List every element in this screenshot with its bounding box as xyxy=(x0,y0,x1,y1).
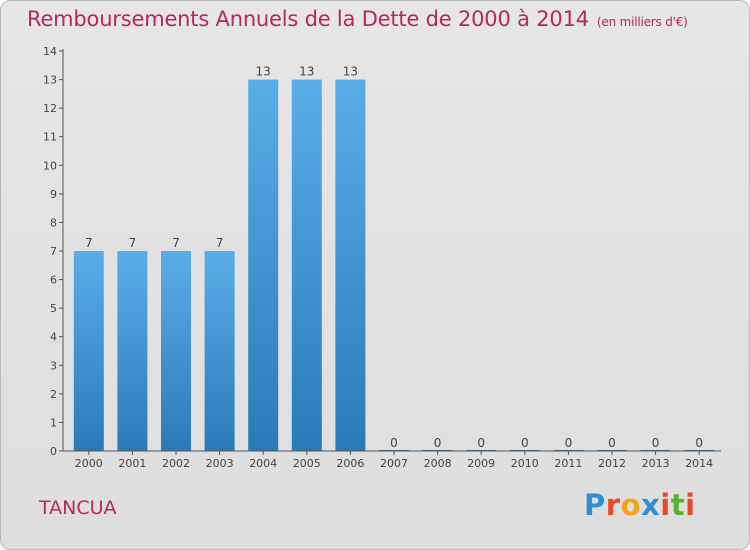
x-tick-label-2008: 2008 xyxy=(424,457,452,470)
bar-2000 xyxy=(73,251,104,451)
value-label-2002: 7 xyxy=(172,236,180,250)
x-tick-label-2004: 2004 xyxy=(249,457,277,470)
value-label-2011: 0 xyxy=(565,436,573,450)
value-label-2005: 13 xyxy=(299,65,314,79)
value-label-2001: 7 xyxy=(129,236,137,250)
value-label-2008: 0 xyxy=(434,436,442,450)
bar-2004 xyxy=(248,79,279,452)
y-tick-label: 7 xyxy=(50,245,57,258)
title-unit: (en milliers d'€) xyxy=(596,15,688,29)
y-tick-label: 13 xyxy=(43,74,57,87)
y-tick-label: 11 xyxy=(43,131,57,144)
logo-letter: r xyxy=(605,488,621,522)
value-label-2004: 13 xyxy=(256,65,271,79)
y-tick-label: 10 xyxy=(43,159,57,172)
x-tick-label-2014: 2014 xyxy=(685,457,713,470)
y-tick-label: 4 xyxy=(50,331,57,344)
value-label-2000: 7 xyxy=(85,236,93,250)
chart-title: Remboursements Annuels de la Dette de 20… xyxy=(27,7,688,31)
logo-letter: o xyxy=(620,488,642,522)
x-tick-label-2013: 2013 xyxy=(642,457,670,470)
y-tick-label: 14 xyxy=(43,45,57,58)
logo-letter: P xyxy=(584,488,606,522)
y-tick-label: 1 xyxy=(50,416,57,429)
proxiti-logo: Proxiti xyxy=(584,488,696,522)
y-tick-label: 3 xyxy=(50,359,57,372)
logo-letter: i xyxy=(660,488,671,522)
bar-2003 xyxy=(204,251,235,451)
logo-letter: t xyxy=(670,488,686,522)
bar-2002 xyxy=(161,251,191,451)
x-tick-label-2009: 2009 xyxy=(467,457,495,470)
x-tick-label-2001: 2001 xyxy=(118,457,146,470)
bar-2001 xyxy=(117,251,148,451)
y-tick-label: 0 xyxy=(50,445,57,458)
value-label-2006: 13 xyxy=(343,65,358,79)
y-tick-label: 2 xyxy=(50,388,57,401)
value-label-2003: 7 xyxy=(216,236,224,250)
x-tick-label-2006: 2006 xyxy=(336,457,364,470)
y-tick-label: 12 xyxy=(43,102,57,115)
y-tick-label: 6 xyxy=(50,274,57,287)
logo-letter: x xyxy=(641,488,661,522)
value-label-2014: 0 xyxy=(695,436,703,450)
value-label-2009: 0 xyxy=(477,436,485,450)
title-text: Remboursements Annuels de la Dette de 20… xyxy=(27,7,589,31)
value-label-2010: 0 xyxy=(521,436,529,450)
commune-name: TANCUA xyxy=(39,497,117,519)
x-tick-label-2012: 2012 xyxy=(598,457,626,470)
value-label-2012: 0 xyxy=(608,436,616,450)
logo-letter: i xyxy=(685,488,696,522)
x-tick-label-2003: 2003 xyxy=(206,457,234,470)
x-tick-label-2000: 2000 xyxy=(75,457,103,470)
y-tick-label: 8 xyxy=(50,216,57,229)
value-label-2013: 0 xyxy=(652,436,660,450)
value-label-2007: 0 xyxy=(390,436,398,450)
x-tick-label-2007: 2007 xyxy=(380,457,408,470)
bar-2006 xyxy=(335,79,366,452)
bar-2005 xyxy=(291,79,322,452)
x-tick-label-2011: 2011 xyxy=(554,457,582,470)
y-tick-label: 9 xyxy=(50,188,57,201)
x-tick-label-2005: 2005 xyxy=(293,457,321,470)
y-tick-label: 5 xyxy=(50,302,57,315)
x-tick-label-2002: 2002 xyxy=(162,457,190,470)
x-tick-label-2010: 2010 xyxy=(511,457,539,470)
